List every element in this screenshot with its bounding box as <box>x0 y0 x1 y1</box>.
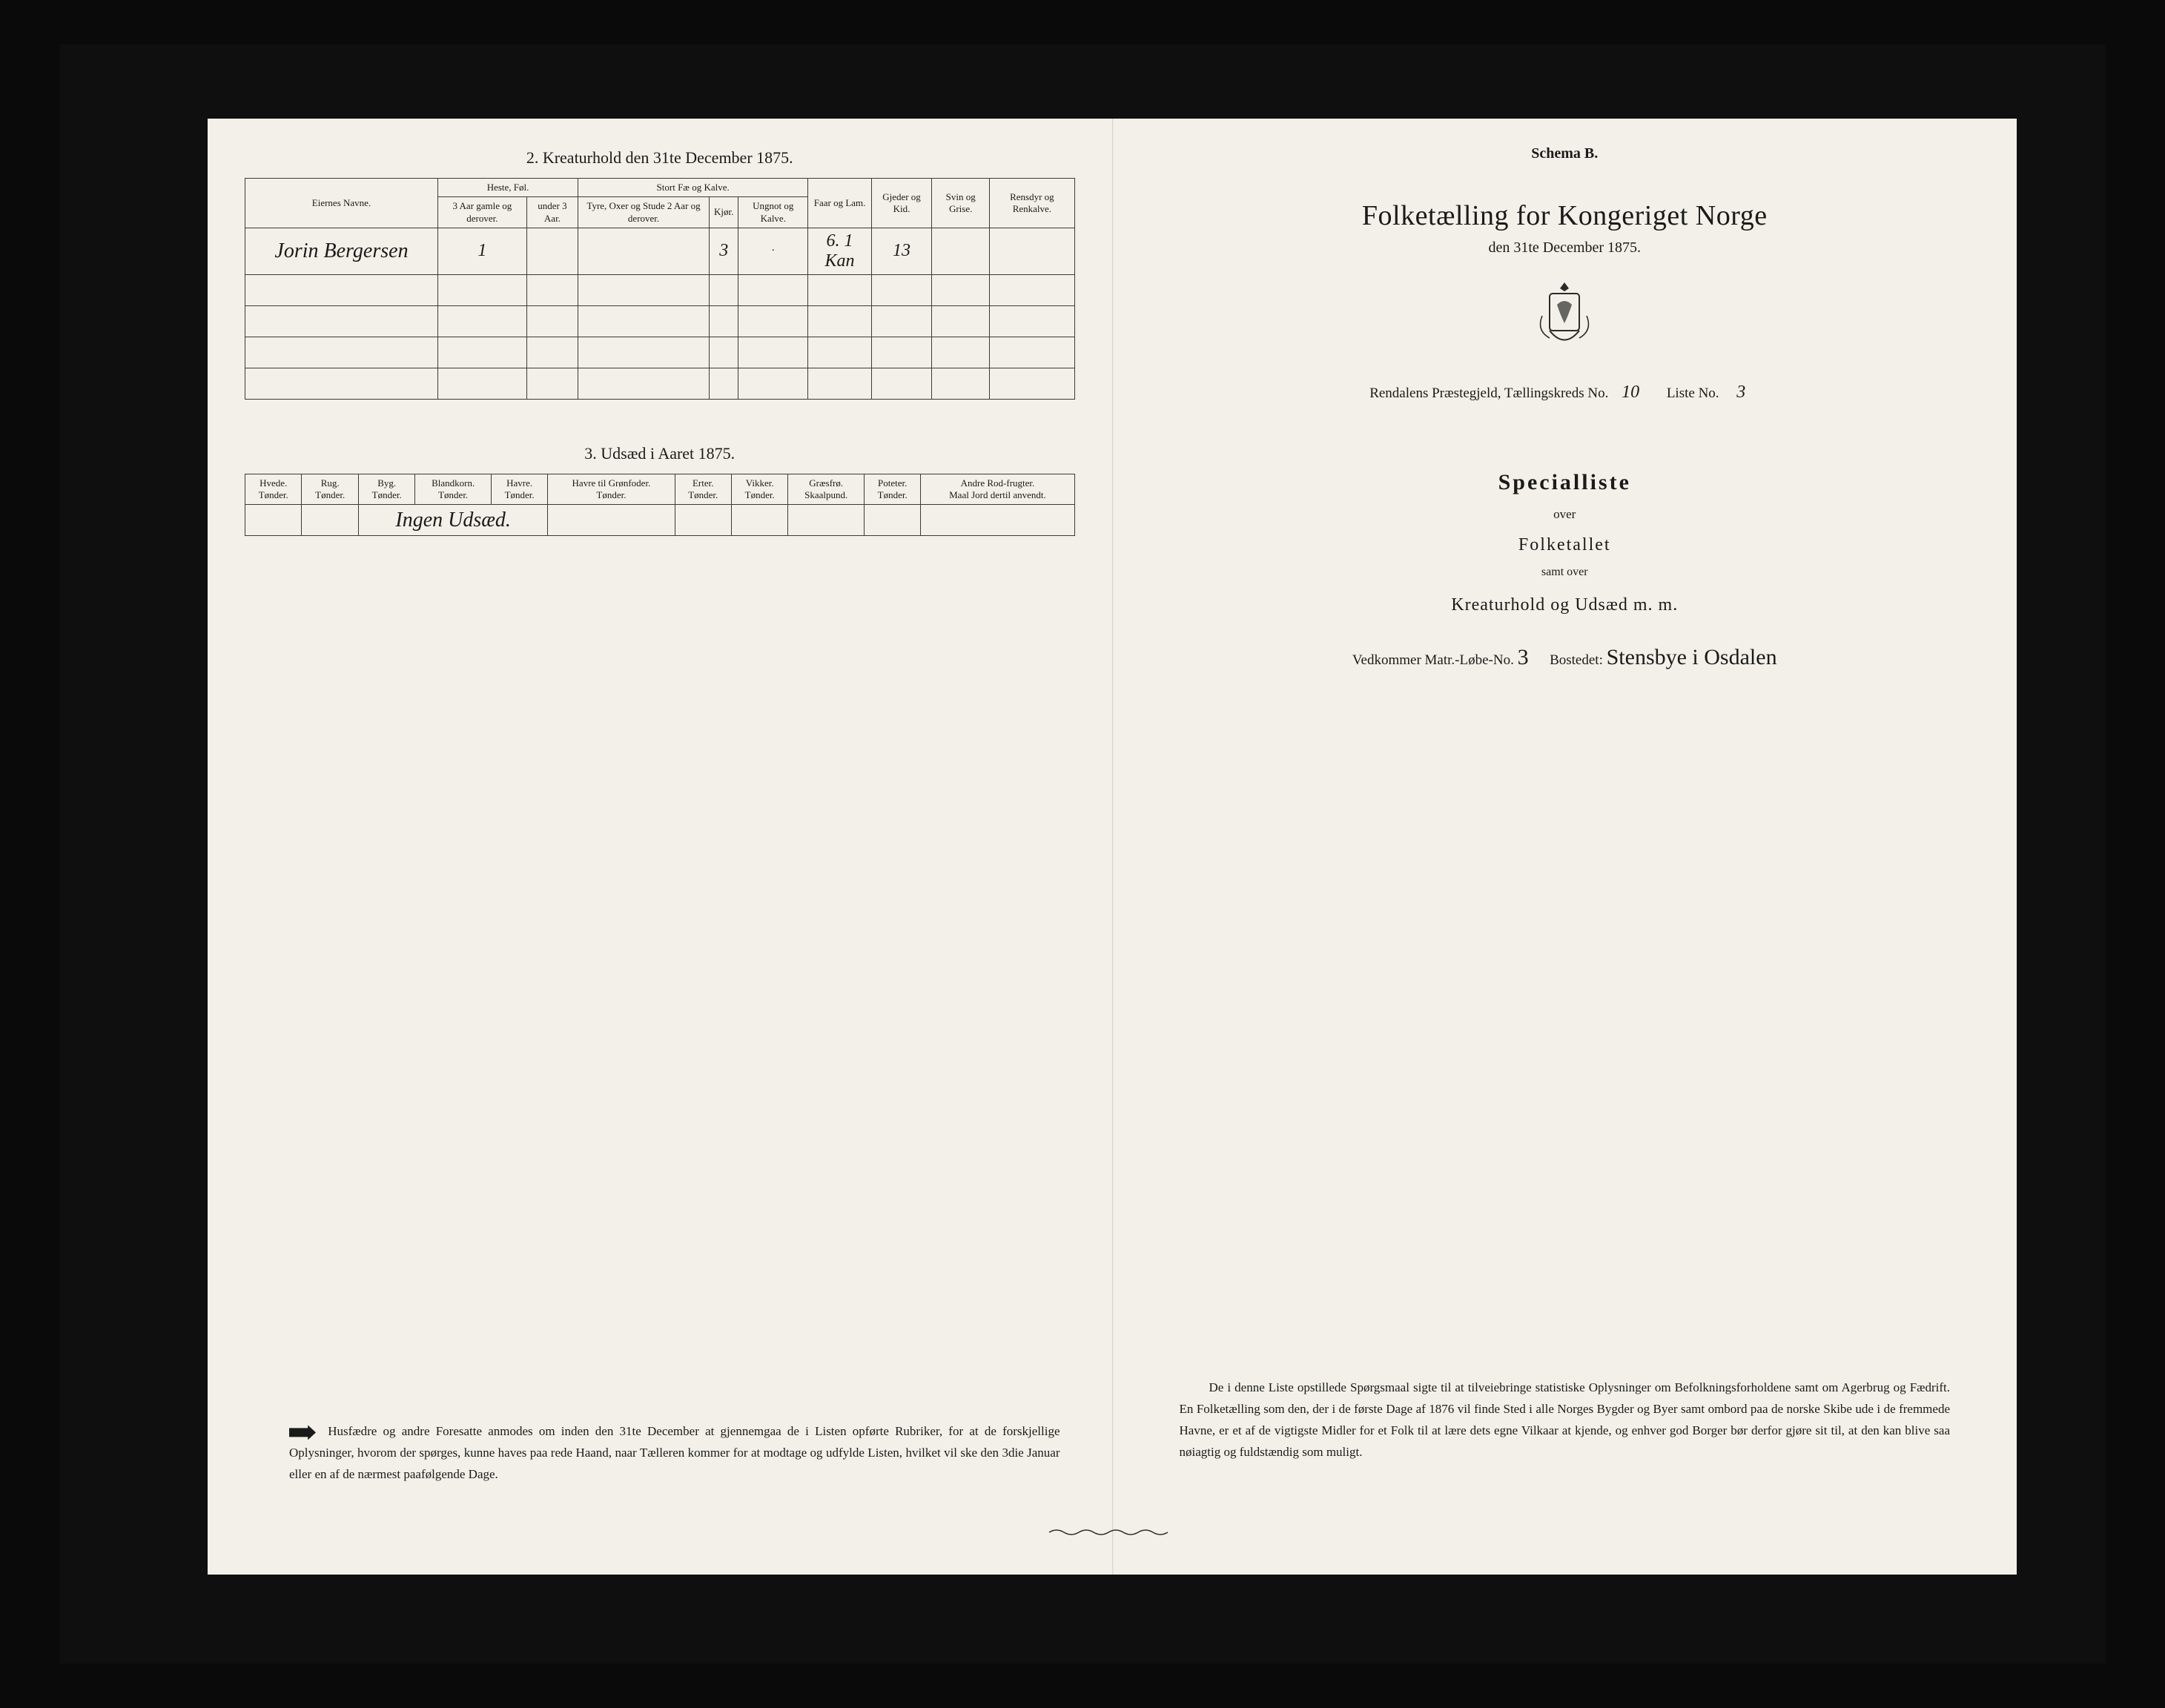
lbl: Andre Rod-frugter. <box>961 477 1035 489</box>
table-row <box>245 274 1075 305</box>
liste-label: Liste No. <box>1667 385 1719 401</box>
liste-no: 3 <box>1722 383 1759 403</box>
lbl: Blandkorn. <box>432 477 475 489</box>
col-hvede: Hvede.Tønder. <box>245 474 302 505</box>
table-row <box>245 368 1075 399</box>
census-subtitle: den 31te December 1875. <box>1150 239 1980 256</box>
unit: Tønder. <box>878 489 908 500</box>
unit: Tønder. <box>259 489 288 500</box>
cell: 1 <box>438 228 527 274</box>
unit: Tønder. <box>745 489 775 500</box>
unit: Tønder. <box>505 489 535 500</box>
col-group-heste: Heste, Føl. <box>438 179 578 197</box>
unit: Tønder. <box>596 489 626 500</box>
col-owner: Eiernes Navne. <box>245 179 438 228</box>
vedkommer-line: Vedkommer Matr.-Løbe-No. 3 Bostedet: Ste… <box>1150 645 1980 670</box>
col-group-stort: Stort Fæ og Kalve. <box>578 179 808 197</box>
left-page: 2. Kreaturhold den 31te December 1875. E… <box>208 119 1113 1575</box>
bostedet-value: Stensbye i Osdalen <box>1607 645 1777 669</box>
unit: Tønder. <box>315 489 345 500</box>
cell: 3 <box>710 228 738 274</box>
col-vikker: Vikker.Tønder. <box>731 474 787 505</box>
col-stort-b: Kjør. <box>710 197 738 228</box>
col-rens: Rensdyr og Renkalve. <box>990 179 1074 228</box>
col-havre: Havre.Tønder. <box>491 474 547 505</box>
right-page: Schema B. Folketælling for Kongeriget No… <box>1113 119 2017 1575</box>
schema-label: Schema B. <box>1150 145 1980 162</box>
over-label: over <box>1150 507 1980 522</box>
col-gjeder: Gjeder og Kid. <box>871 179 931 228</box>
specialliste-heading: Specialliste <box>1150 470 1980 495</box>
lbl: Hvede. <box>260 477 287 489</box>
kreds-no: 10 <box>1612 383 1649 403</box>
unit: Tønder. <box>438 489 468 500</box>
lbl: Græsfrø. <box>809 477 843 489</box>
page-fold <box>1112 119 1114 1575</box>
unit: Maal Jord dertil anvendt. <box>949 489 1046 500</box>
col-rug: Rug.Tønder. <box>302 474 358 505</box>
col-erter: Erter.Tønder. <box>675 474 731 505</box>
lbl: Havre til Grønfoder. <box>572 477 651 489</box>
cell <box>932 228 990 274</box>
parish-name: Rendalens <box>1369 385 1428 401</box>
footnote-text: Husfædre og andre Foresatte anmodes om i… <box>289 1424 1060 1481</box>
table-row: Jorin Bergersen 1 3 · 6. 1 Kan 13 <box>245 228 1075 274</box>
pointing-hand-icon <box>289 1425 316 1440</box>
col-faar: Faar og Lam. <box>808 179 872 228</box>
lbl: Vikker. <box>746 477 774 489</box>
right-footnote: De i denne Liste opstillede Spørgsmaal s… <box>1180 1377 1951 1463</box>
table3-title: 3. Udsæd i Aaret 1875. <box>245 444 1075 463</box>
lbl: Byg. <box>377 477 396 489</box>
col-stort-a: Tyre, Oxer og Stude 2 Aar og derover. <box>578 197 710 228</box>
table2-title: 2. Kreaturhold den 31te December 1875. <box>245 148 1075 168</box>
folketallet-heading: Folketallet <box>1150 535 1980 555</box>
lbl: Poteter. <box>878 477 907 489</box>
col-stort-c: Ungnot og Kalve. <box>738 197 808 228</box>
col-andre: Andre Rod-frugter.Maal Jord dertil anven… <box>921 474 1074 505</box>
samt-label: samt over <box>1150 566 1980 579</box>
cell <box>578 228 710 274</box>
kreaturhold-heading: Kreaturhold og Udsæd m. m. <box>1150 595 1980 615</box>
lbl: Rug. <box>321 477 340 489</box>
bostedet-label: Bostedet: <box>1550 652 1603 668</box>
col-heste-a: 3 Aar gamle og derover. <box>438 197 527 228</box>
table-row <box>245 305 1075 337</box>
left-footnote: Husfædre og andre Foresatte anmodes om i… <box>289 1421 1060 1486</box>
coat-of-arms-icon <box>1531 279 1598 360</box>
census-main-title: Folketælling for Kongeriget Norge <box>1150 199 1980 232</box>
parish-label: Præstegjeld, Tællingskreds No. <box>1432 385 1608 401</box>
cell: 6. 1 Kan <box>808 228 872 274</box>
table-row: Ingen Udsæd. <box>245 505 1075 536</box>
lbl: Erter. <box>693 477 714 489</box>
vedkom-label: Vedkommer Matr.-Løbe-No. <box>1352 652 1514 668</box>
table2-kreaturhold: Eiernes Navne. Heste, Føl. Stort Fæ og K… <box>245 178 1075 400</box>
binding-stitch-icon <box>1045 1527 1179 1537</box>
col-poteter: Poteter.Tønder. <box>864 474 920 505</box>
cell-owner: Jorin Bergersen <box>245 228 438 274</box>
col-graes: Græsfrø.Skaalpund. <box>788 474 865 505</box>
unit: Tønder. <box>688 489 718 500</box>
cell <box>526 228 578 274</box>
unit: Skaalpund. <box>804 489 847 500</box>
table-row <box>245 337 1075 368</box>
table3-udsaed: Hvede.Tønder. Rug.Tønder. Byg.Tønder. Bl… <box>245 474 1075 537</box>
col-heste-b: under 3 Aar. <box>526 197 578 228</box>
cell-entry: Ingen Udsæd. <box>358 505 547 536</box>
lbl: Havre. <box>506 477 532 489</box>
col-svin: Svin og Grise. <box>932 179 990 228</box>
col-byg: Byg.Tønder. <box>358 474 414 505</box>
col-bland: Blandkorn.Tønder. <box>415 474 492 505</box>
cell: 13 <box>871 228 931 274</box>
parish-line: Rendalens Præstegjeld, Tællingskreds No.… <box>1150 383 1980 403</box>
col-havre-gron: Havre til Grønfoder.Tønder. <box>548 474 675 505</box>
unit: Tønder. <box>372 489 402 500</box>
document-spread: 2. Kreaturhold den 31te December 1875. E… <box>208 119 2017 1575</box>
cell <box>990 228 1074 274</box>
matr-no: 3 <box>1518 645 1529 669</box>
cell: · <box>738 228 808 274</box>
film-frame: 2. Kreaturhold den 31te December 1875. E… <box>59 44 2106 1664</box>
